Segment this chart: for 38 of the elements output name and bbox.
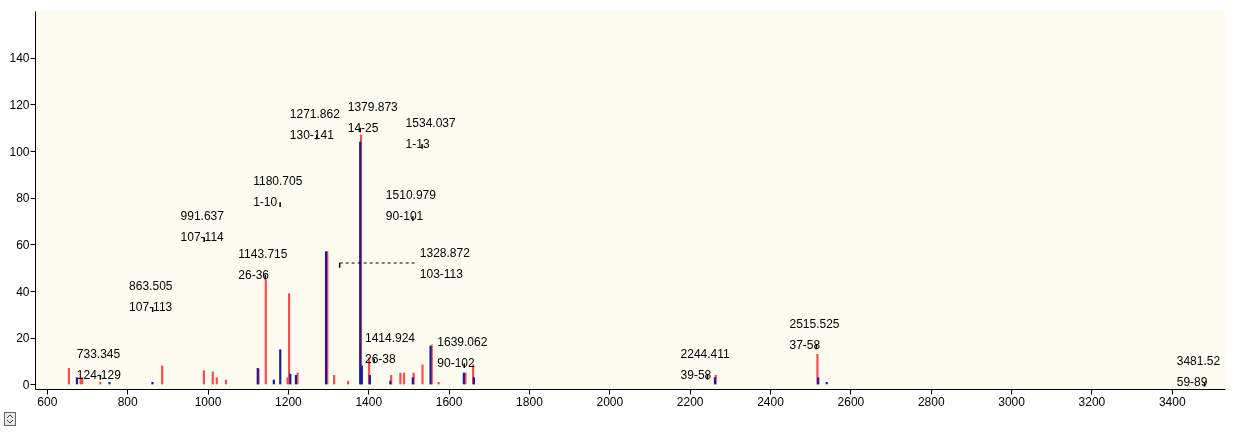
annotation: 1328.872 103-113 — [419, 246, 471, 281]
annotation: 1534.037 1-13 — [405, 116, 456, 151]
annotation: 1379.873 14-25 — [347, 99, 399, 135]
y-tick-label: 120 — [9, 97, 30, 112]
x-tick-label: 2400 — [757, 394, 785, 409]
annotation: 1639.062 90-102 — [437, 335, 488, 371]
annotation: 1271.862 130-141 — [289, 106, 341, 142]
y-tick-label: 60 — [16, 237, 30, 252]
annotation: 991.637 107-114 — [180, 209, 225, 245]
annotation: 1510.979 90-101 — [385, 188, 437, 224]
y-tick-label: 40 — [16, 284, 30, 299]
y-tick-label: 140 — [9, 51, 30, 66]
x-tick-label: 2600 — [837, 394, 865, 409]
annotation: 1414.924 26-38 — [364, 330, 416, 366]
annotation: 733.345 124-129 — [76, 347, 122, 382]
y-tick-label: 0 — [22, 377, 30, 392]
x-tick-label: 3000 — [998, 394, 1026, 409]
annotation: 1180.705 1-10 — [253, 174, 303, 210]
x-tick-label: 2000 — [596, 394, 624, 409]
x-tick-label: 2800 — [917, 394, 945, 409]
annotation: 2244.411 39-58 — [680, 347, 731, 382]
x-tick-label: 3400 — [1158, 394, 1186, 409]
x-tick-label: 3200 — [1078, 394, 1106, 409]
x-tick-label: 800 — [117, 394, 139, 409]
annotation: 2515.525 37-58 — [789, 316, 840, 352]
x-tick-label: 600 — [37, 394, 58, 409]
x-tick-label: 1200 — [275, 394, 303, 409]
x-tick-label: 1000 — [194, 394, 222, 409]
annotation: 1143.715 26-36 — [238, 246, 288, 282]
x-tick-label: 2200 — [676, 394, 704, 409]
y-tick-label: 80 — [16, 191, 30, 206]
x-tick-label: 1600 — [435, 394, 463, 409]
x-tick-label: 1400 — [355, 394, 383, 409]
annotation: 863.505 107-113 — [129, 279, 173, 315]
x-tick-label: 1800 — [516, 394, 544, 409]
y-tick-label: 100 — [9, 144, 30, 159]
annotation: 3481.52 59-89 — [1176, 354, 1221, 389]
y-tick-label: 20 — [16, 331, 30, 346]
